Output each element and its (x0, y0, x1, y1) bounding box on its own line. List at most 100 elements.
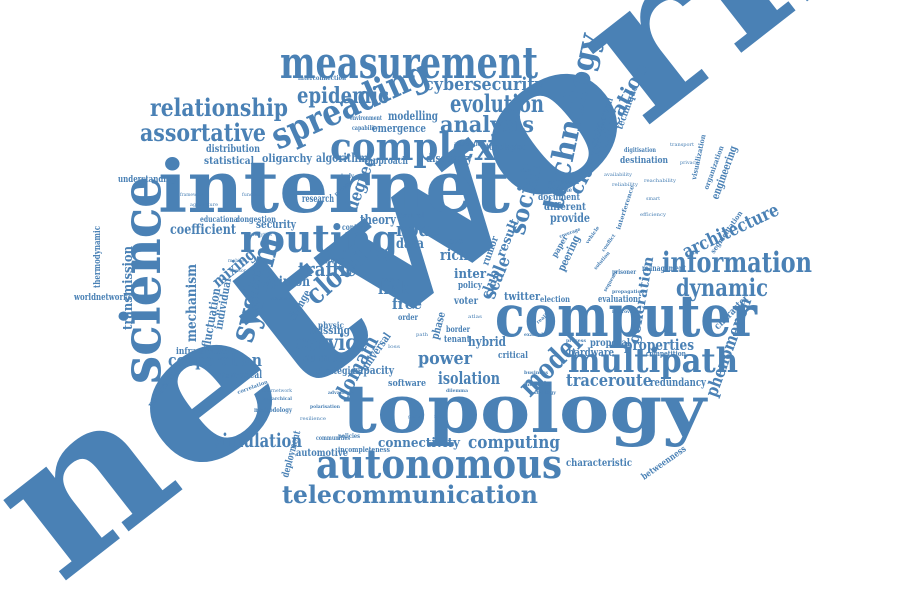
word-sensor: sensor (230, 268, 247, 274)
word-internetwork: internetwork (262, 388, 293, 394)
word-game: game (408, 414, 422, 420)
word-routing: routing (240, 216, 398, 261)
word-flow: flow (434, 414, 447, 420)
word-mechanism: mechanism (184, 264, 200, 342)
word-dilemma: dilemma (446, 388, 469, 394)
word-polarisation: polarisation (310, 404, 340, 410)
word-oligarchy: oligarchy (262, 152, 313, 165)
word-incompleteness: incompleteness (338, 445, 390, 454)
word-voter: voter (453, 296, 478, 307)
word-free: free (392, 295, 422, 313)
word-autonomous: autonomous (316, 441, 562, 488)
word-data: data (396, 236, 424, 252)
word-measure: measure (270, 296, 290, 302)
word-function: function (242, 192, 263, 198)
word-algorithm: algorithm (316, 151, 368, 165)
word-strategy: strategy (534, 390, 557, 396)
word-loss: loss (388, 344, 401, 350)
word-path: path (416, 332, 429, 338)
word-improving: improving (612, 309, 638, 315)
word-relationship: relationship (150, 93, 288, 122)
word-proposal: proposal (590, 338, 630, 349)
word-redundancy: redundancy (650, 376, 706, 389)
word-node: node (396, 217, 440, 241)
word-strategies: strategies (316, 366, 360, 377)
word-business: business (524, 370, 548, 376)
word-growth: growth (324, 257, 347, 264)
word-multipath: multipath (568, 341, 738, 381)
word-simulation: simulation (214, 430, 302, 452)
word-missing: missing (310, 324, 350, 337)
word-level: level (446, 237, 466, 247)
word-internet: internet (158, 144, 510, 229)
word-assortative: assortative (140, 118, 266, 147)
word-infrastructure: infrastructure (176, 347, 236, 357)
word-critical: critical (498, 351, 528, 361)
word-example: example (524, 332, 546, 338)
word-emergence: emergence (372, 122, 426, 135)
word-advantage: advantage (328, 390, 354, 396)
word-properties: properties (624, 336, 694, 354)
word-reachability: reachability (644, 178, 676, 184)
word-digitisation: digitisation (624, 147, 657, 154)
word-atlas: atlas (468, 314, 482, 320)
word-approach: approach (368, 156, 409, 167)
word-science: science (109, 176, 173, 384)
word-research: research (302, 194, 334, 205)
word-cybersecurity: cybersecurity (424, 74, 544, 95)
word-numerical: numerical (220, 370, 262, 381)
word-computing: computing (468, 432, 560, 453)
word-topology: topology (342, 370, 708, 448)
word-theory: theory (360, 213, 396, 228)
word-mobile: mobile (228, 258, 244, 264)
word-hardware: hardware (568, 346, 614, 359)
word-prisoner: prisoner (612, 269, 637, 276)
word-invisible: invisible (548, 187, 572, 194)
word-analysis: analysis (440, 112, 534, 138)
word-dynamic: dynamic (676, 273, 768, 302)
word-methodology: methodology (254, 407, 292, 414)
word-congestion: congestion (236, 214, 276, 224)
word-privacy: privacy (680, 160, 698, 166)
word-understanding: understanding (118, 175, 177, 185)
word-capacity: capacity (352, 364, 394, 377)
word-process: process (566, 338, 586, 344)
word-many: many (382, 274, 400, 284)
word-efficiency: efficiency (640, 212, 666, 218)
word-evolution: evolution (450, 89, 544, 118)
word-modelling: modelling (388, 109, 438, 123)
word-management: management (642, 263, 686, 273)
word-traffic: traffic (298, 257, 356, 281)
word-competition: competition (646, 349, 686, 358)
word-computer: computer (495, 282, 758, 350)
word-twitter: twitter (504, 290, 540, 303)
word-destination: destination (620, 156, 668, 166)
word-measurement: measurement (280, 38, 539, 89)
word-telecommunication: telecommunication (282, 480, 538, 509)
word-inter: inter (454, 267, 486, 282)
word-transmission: transmission (121, 246, 136, 330)
word-view: view (519, 168, 533, 174)
word-availability: availability (604, 172, 632, 178)
word-statistical: statistical (204, 156, 254, 167)
word-physic: physic (318, 320, 344, 330)
word-complex: complex (330, 124, 496, 169)
word-thermodynamic: thermodynamic (93, 226, 103, 288)
word-reliability: reliability (612, 182, 638, 188)
word-characteristic: characteristic (566, 458, 632, 469)
word-opinion: opinion (264, 274, 310, 290)
word-traceroute: traceroute (566, 371, 652, 391)
word-order: order (398, 312, 419, 322)
word-environment: environment (350, 115, 382, 122)
word-policies: policies (338, 433, 361, 440)
word-structure: structure (248, 262, 263, 310)
word-automation: automation (454, 141, 484, 148)
word-provide: provide (550, 211, 590, 225)
word-hierarchical: hierarchical (262, 396, 292, 402)
word-study: study (338, 173, 354, 180)
word-hybrid: hybrid (468, 335, 506, 350)
word-policy: policy (458, 281, 483, 291)
word-analytics: analytics (250, 232, 272, 238)
word-service: service (296, 330, 368, 356)
